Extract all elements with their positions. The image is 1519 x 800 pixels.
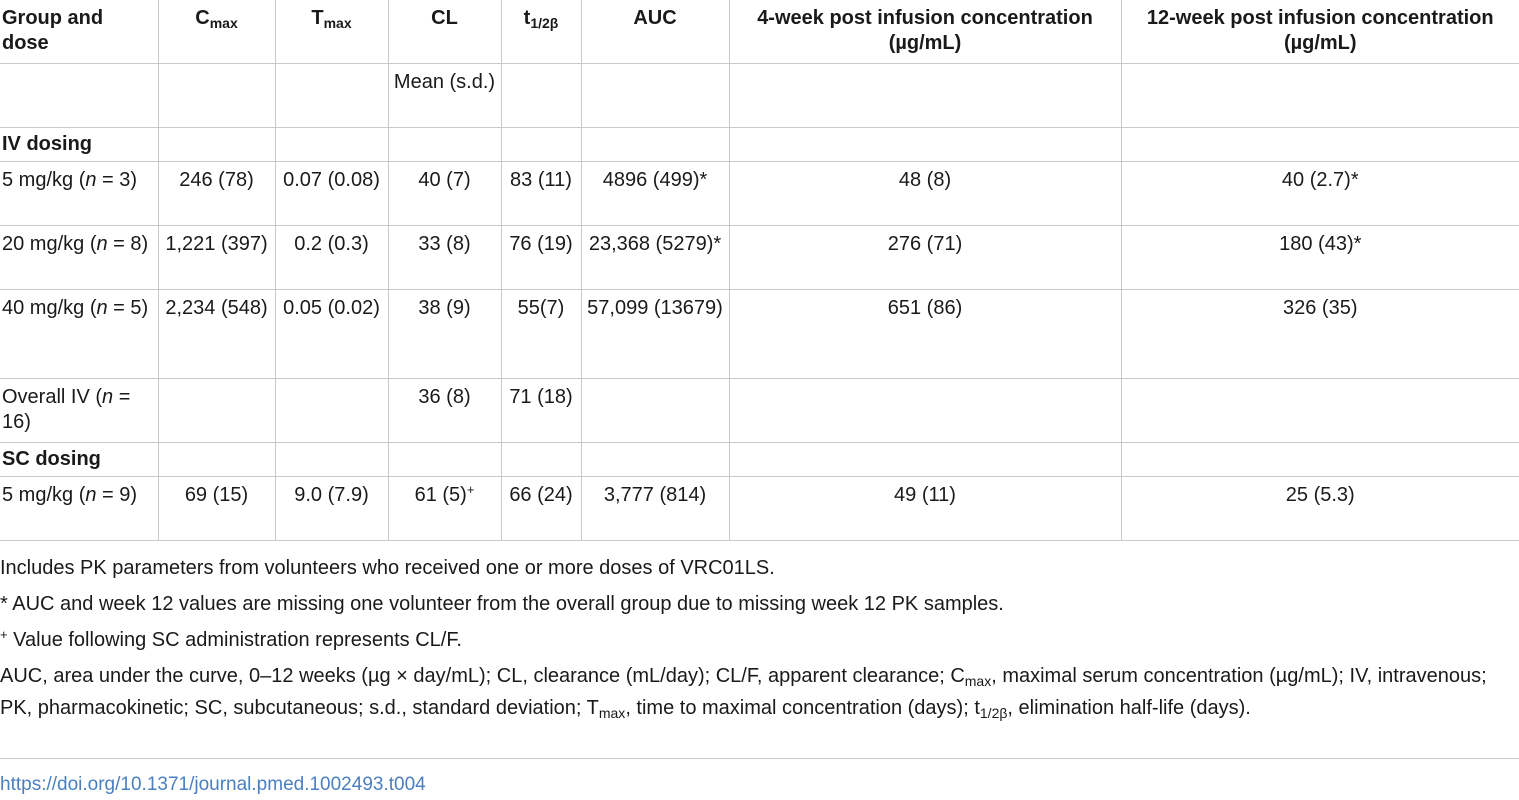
cmax-cell [157,378,276,443]
table-footnotes: Includes PK parameters from volunteers w… [0,552,1519,728]
header-cl: CL [387,0,502,64]
cl-cell: 36 (8) [387,378,502,443]
week12-cell [1120,378,1519,443]
table-row: Overall IV (n = 16) 36 (8) 71 (18) [0,378,1519,443]
header-week4: 4-week post infusion concentration (µg/m… [728,0,1122,64]
section-row-iv: IV dosing [0,127,1519,162]
cmax-cell: 69 (15) [157,476,276,541]
week12-cell: 25 (5.3) [1120,476,1519,541]
week12-cell: 180 (43)* [1120,225,1519,290]
tmax-cell: 9.0 (7.9) [274,476,389,541]
footnote-general: Includes PK parameters from volunteers w… [0,557,775,579]
dose-cell: 20 mg/kg (n = 8) [0,225,159,290]
week4-cell [728,378,1122,443]
cl-cell: 33 (8) [387,225,502,290]
table-row: 20 mg/kg (n = 8) 1,221 (397) 0.2 (0.3) 3… [0,225,1519,290]
thalf-cell: 76 (19) [500,225,582,290]
thalf-cell: 83 (11) [500,161,582,226]
header-group-dose: Group and dose [0,0,159,64]
footnote-plus: + Value following SC administration repr… [0,627,462,651]
week4-cell: 48 (8) [728,161,1122,226]
footnote-asterisk: * AUC and week 12 values are missing one… [0,593,1004,615]
header-auc: AUC [580,0,730,64]
auc-cell: 57,099 (13679) [580,289,730,379]
tmax-cell: 0.2 (0.3) [274,225,389,290]
auc-cell: 23,368 (5279)* [580,225,730,290]
section-label-sc: SC dosing [0,442,159,477]
header-row: Group and dose Cmax Tmax CL t1/2β AUC 4-… [0,0,1519,64]
header-cmax: Cmax [157,0,276,64]
dose-cell: 5 mg/kg (n = 3) [0,161,159,226]
table-row: 5 mg/kg (n = 3) 246 (78) 0.07 (0.08) 40 … [0,161,1519,226]
footnote-abbreviations: AUC, area under the curve, 0–12 weeks (µ… [0,665,1487,721]
week12-cell: 326 (35) [1120,289,1519,379]
dose-cell: Overall IV (n = 16) [0,378,159,443]
table-row: 40 mg/kg (n = 5) 2,234 (548) 0.05 (0.02)… [0,289,1519,379]
week4-cell: 651 (86) [728,289,1122,379]
cl-cell: 61 (5)+ [387,476,502,541]
week4-cell: 276 (71) [728,225,1122,290]
week4-cell: 49 (11) [728,476,1122,541]
doi-link[interactable]: https://doi.org/10.1371/journal.pmed.100… [0,774,426,795]
cmax-cell: 1,221 (397) [157,225,276,290]
thalf-cell: 66 (24) [500,476,582,541]
header-tmax: Tmax [274,0,389,64]
section-row-sc: SC dosing [0,442,1519,477]
tmax-cell: 0.07 (0.08) [274,161,389,226]
header-week12: 12-week post infusion concentration (µg/… [1120,0,1519,64]
cmax-cell: 2,234 (548) [157,289,276,379]
week12-cell: 40 (2.7)* [1120,161,1519,226]
tmax-cell: 0.05 (0.02) [274,289,389,379]
mean-sd-row: Mean (s.d.) [0,63,1519,128]
dose-cell: 40 mg/kg (n = 5) [0,289,159,379]
dose-cell: 5 mg/kg (n = 9) [0,476,159,541]
auc-cell: 3,777 (814) [580,476,730,541]
divider-line [0,758,1519,759]
cmax-cell: 246 (78) [157,161,276,226]
mean-sd-label: Mean (s.d.) [387,63,502,128]
table-row: 5 mg/kg (n = 9) 69 (15) 9.0 (7.9) 61 (5)… [0,476,1519,541]
thalf-cell: 55(7) [500,289,582,379]
cl-cell: 38 (9) [387,289,502,379]
thalf-cell: 71 (18) [500,378,582,443]
cl-cell: 40 (7) [387,161,502,226]
section-label-iv: IV dosing [0,127,159,162]
auc-cell [580,378,730,443]
auc-cell: 4896 (499)* [580,161,730,226]
tmax-cell [274,378,389,443]
header-thalf: t1/2β [500,0,582,64]
pk-table: Group and dose Cmax Tmax CL t1/2β AUC 4-… [0,0,1519,541]
